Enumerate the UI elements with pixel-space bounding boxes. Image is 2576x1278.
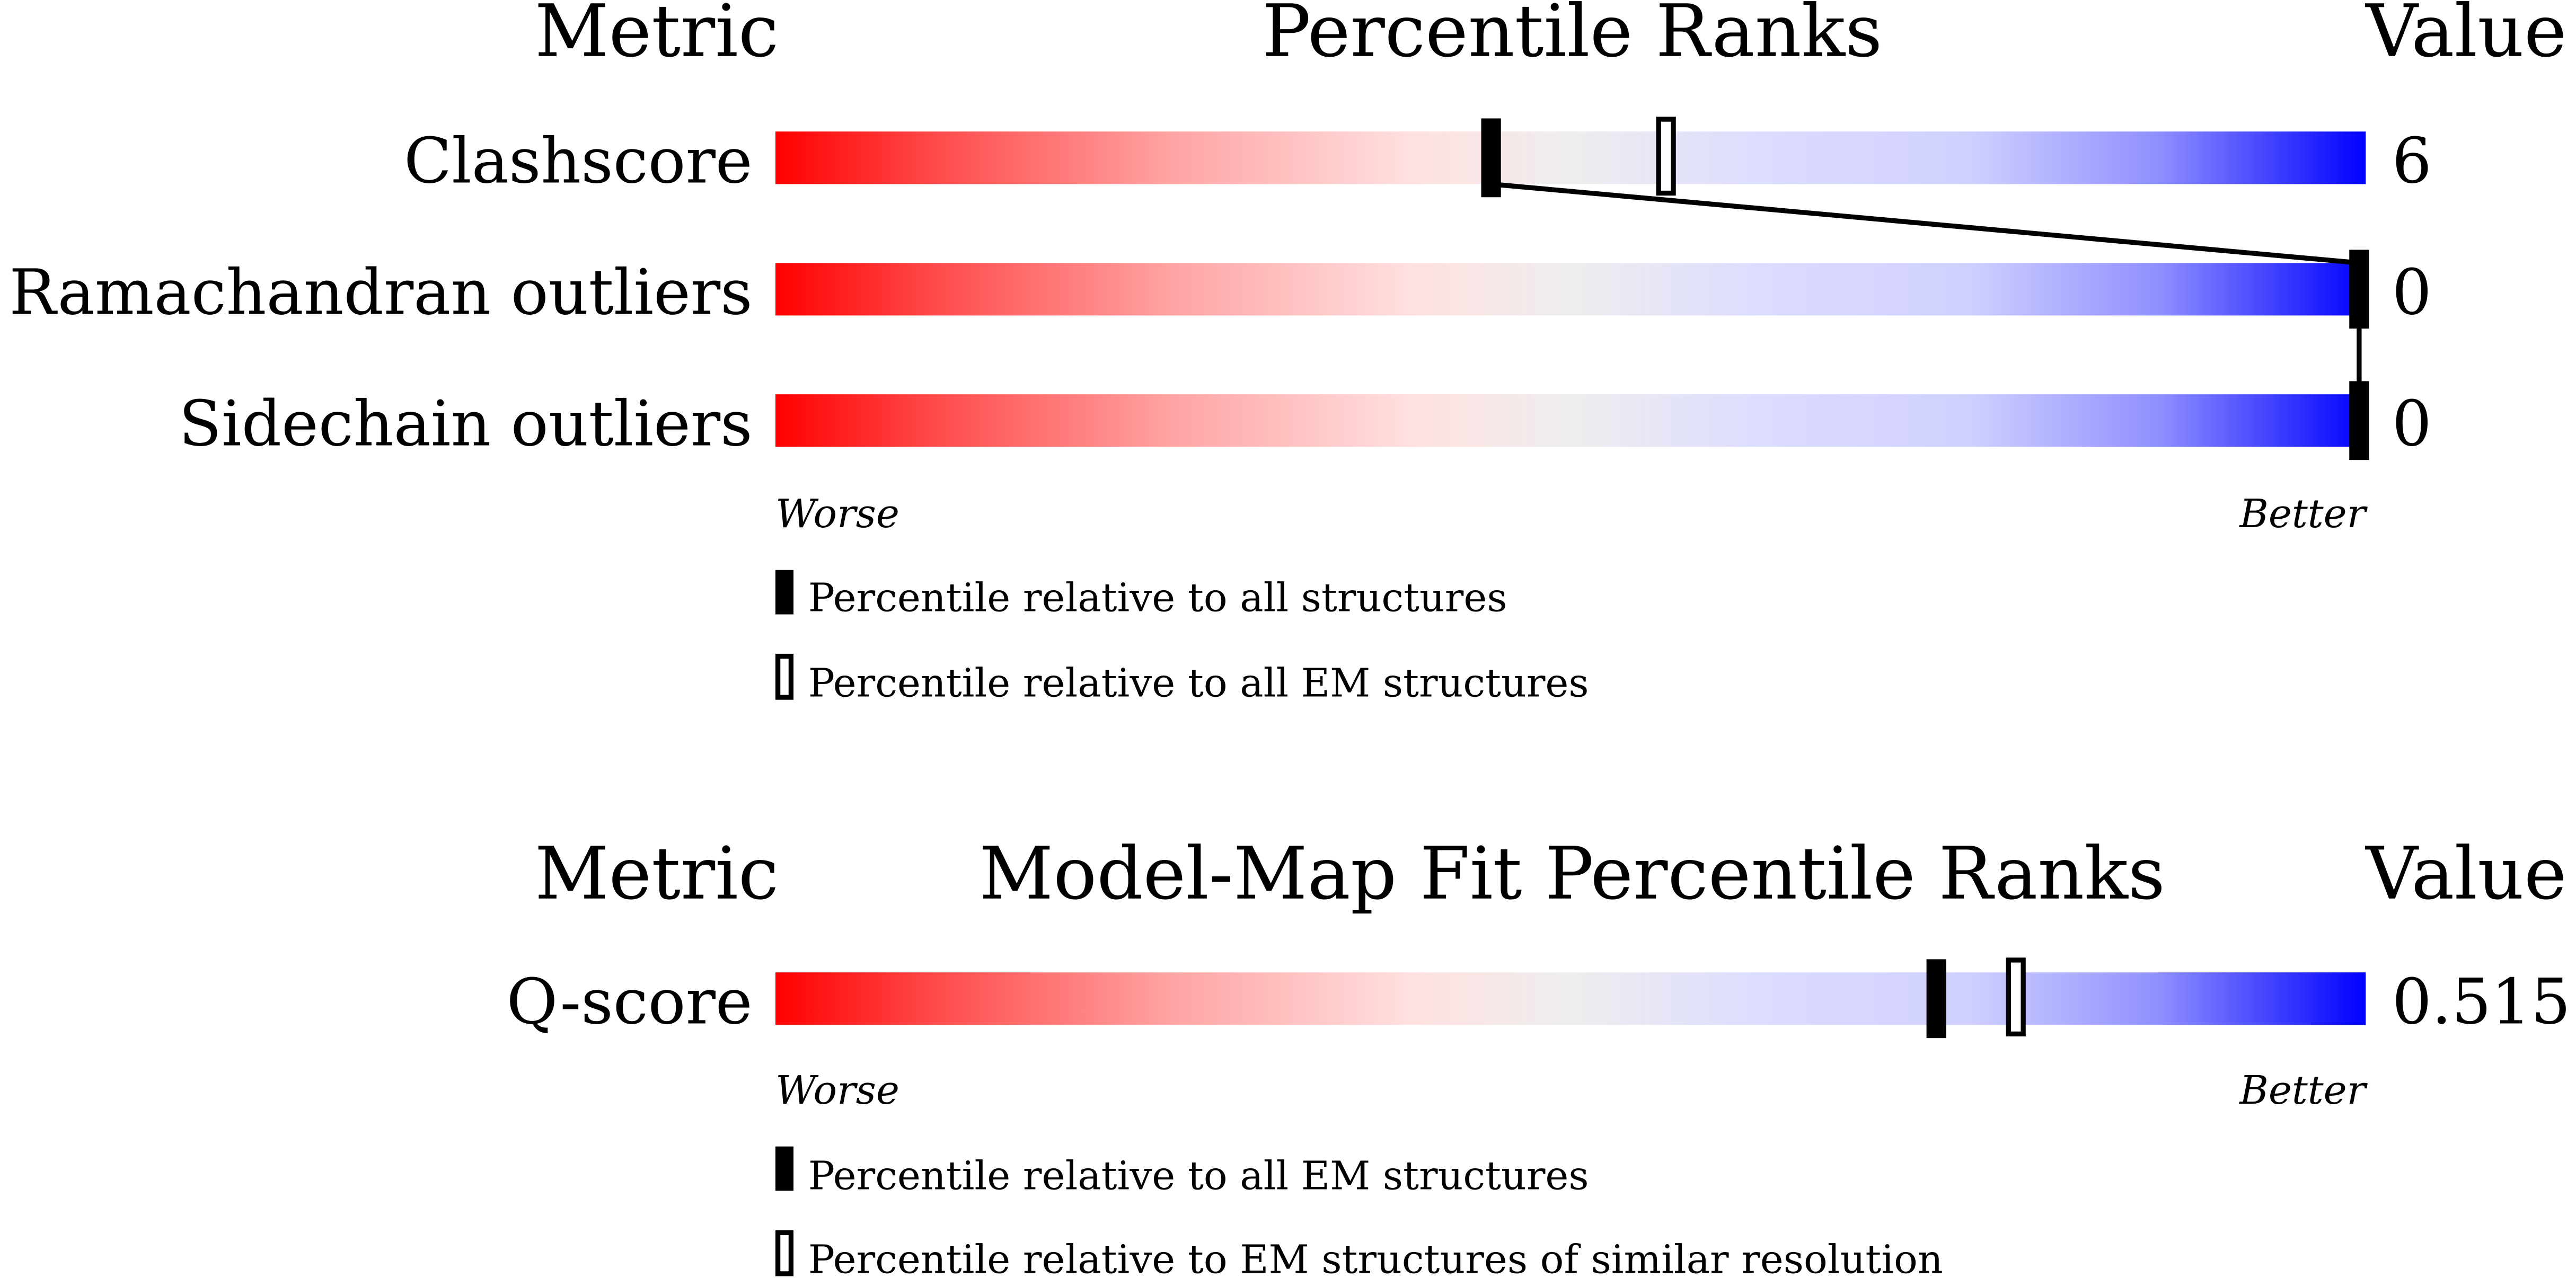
metric-label: Sidechain outliers [179, 387, 752, 460]
legend-label: Percentile relative to EM structures of … [808, 1236, 1943, 1278]
percentile-marker-filled [2349, 250, 2369, 329]
metric-header: Metric [535, 0, 779, 74]
value-header: Value [2365, 0, 2566, 74]
worse-label: Worse [775, 1067, 899, 1113]
panel-percentile-ranks: Metric Percentile Ranks Value Clashscore… [9, 0, 2566, 706]
metric-value: 0.515 [2392, 965, 2571, 1038]
percentile-marker-open [1656, 117, 1676, 196]
legend-label: Percentile relative to all EM structures [808, 1152, 1589, 1199]
markers [1481, 117, 2369, 460]
legend-label: Percentile relative to all EM structures [808, 660, 1589, 706]
percentile-bar [775, 972, 2366, 1025]
percentile-bar [775, 394, 2366, 447]
legend-label: Percentile relative to all structures [808, 574, 1507, 620]
percentile-marker-filled [1926, 959, 1946, 1039]
percentile-marker-filled [2349, 381, 2369, 460]
legend-filled-marker-icon [775, 570, 794, 615]
metric-label: Q-score [507, 965, 753, 1038]
better-label: Better [2238, 491, 2368, 537]
panel-model-map-fit: Metric Model-Map Fit Percentile Ranks Va… [507, 832, 2571, 1278]
percentile-bar [775, 263, 2366, 316]
legend-open-marker-icon [775, 653, 794, 700]
legend-filled-marker-icon [775, 1146, 794, 1191]
value-header: Value [2365, 832, 2566, 916]
percentile-marker-filled [1481, 118, 1501, 198]
connector-line [1490, 181, 2360, 265]
chart-title: Percentile Ranks [1262, 0, 1882, 74]
metric-label: Ramachandran outliers [9, 256, 752, 329]
legend-open-marker-icon [775, 1230, 794, 1276]
chart-title: Model-Map Fit Percentile Ranks [980, 832, 2165, 916]
percentile-bar [775, 131, 2366, 184]
metric-value: 6 [2392, 125, 2432, 197]
markers [1926, 957, 2026, 1039]
metric-label: Clashscore [404, 125, 753, 197]
percentile-marker-open [2006, 957, 2026, 1037]
worse-label: Worse [775, 491, 899, 537]
better-label: Better [2238, 1067, 2368, 1113]
metric-header: Metric [535, 832, 779, 916]
metric-value: 0 [2392, 387, 2432, 460]
metric-value: 0 [2392, 256, 2432, 329]
